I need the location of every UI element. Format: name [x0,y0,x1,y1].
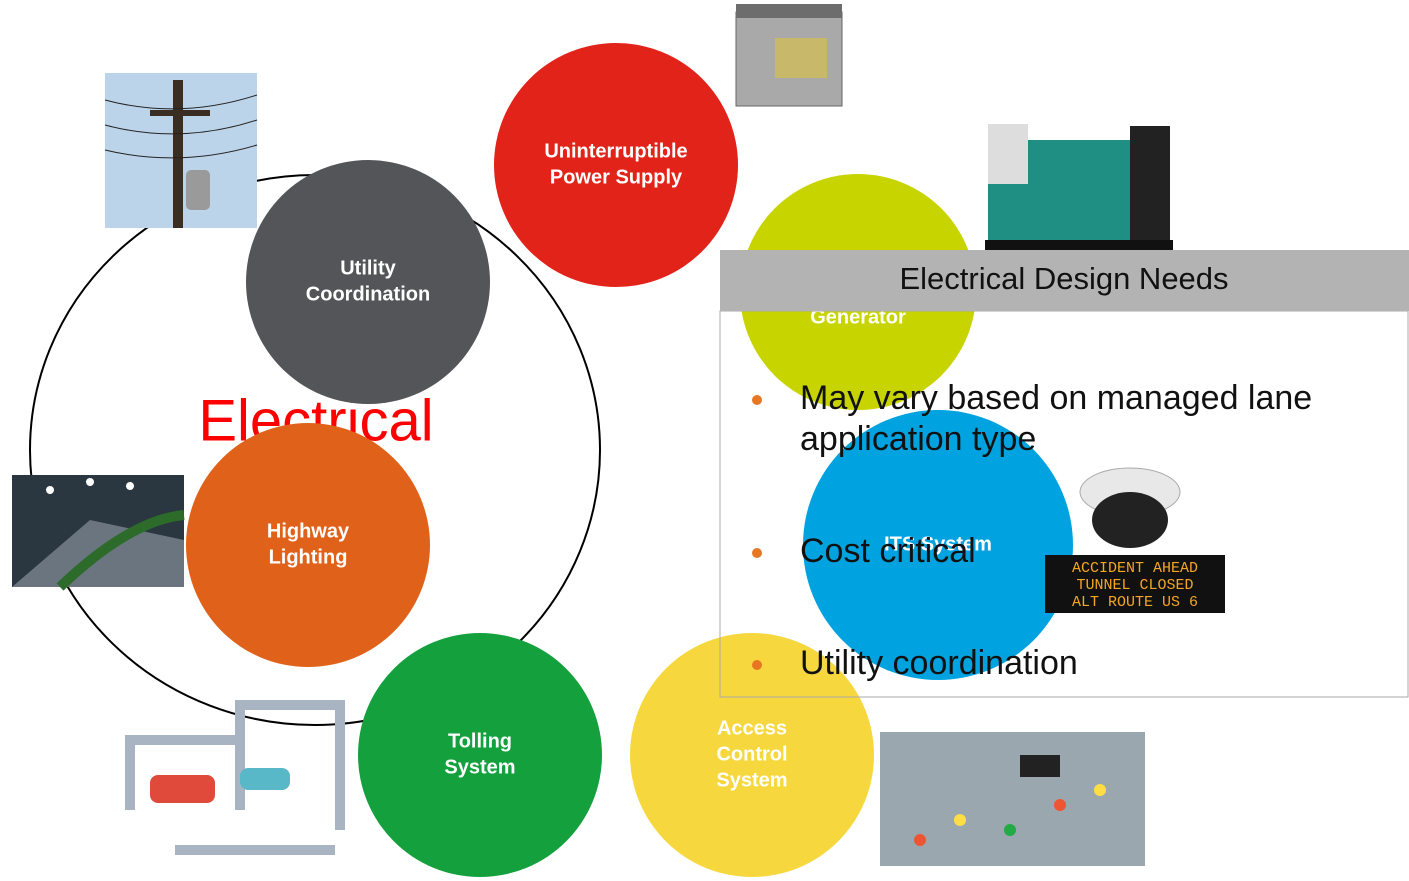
sign-line: TUNNEL CLOSED [1076,577,1193,594]
bullet-dot [752,548,762,558]
node-circle [186,423,430,667]
sign-line: ACCIDENT AHEAD [1072,560,1198,577]
camera-photo [1080,468,1180,548]
node-circle [358,633,602,877]
node-label: Coordination [306,283,430,305]
bullet-text: application type [800,420,1036,458]
node-label: Tolling [448,730,512,752]
bullet-dot [752,660,762,670]
utility-pole-photo [105,73,257,228]
bullet-text: Utility coordination [800,644,1078,682]
node-circle [246,160,490,404]
battery-photo [736,4,842,106]
node-label: Highway [267,520,350,542]
highway-photo [12,475,184,587]
bullet-dot [752,395,762,405]
node-circle [494,43,738,287]
node-label: Lighting [269,546,348,568]
bullet-text: May vary based on managed lane [800,379,1312,417]
node-label: Uninterruptible [544,140,687,162]
traffic-photo [880,732,1145,866]
node-label: System [444,756,515,778]
callout-title: Electrical Design Needs [899,261,1228,296]
node-label: Control [716,743,787,765]
generator-photo [985,124,1173,250]
node-label: Utility [340,257,396,279]
sign-line: ALT ROUTE US 6 [1072,594,1198,611]
node-label: System [716,769,787,791]
bullet-text: Cost critical [800,532,976,570]
node-label: Access [717,717,787,739]
slide: Electrical [0,0,1409,881]
node-label: Power Supply [550,166,683,188]
tolling-diagram [125,700,345,855]
